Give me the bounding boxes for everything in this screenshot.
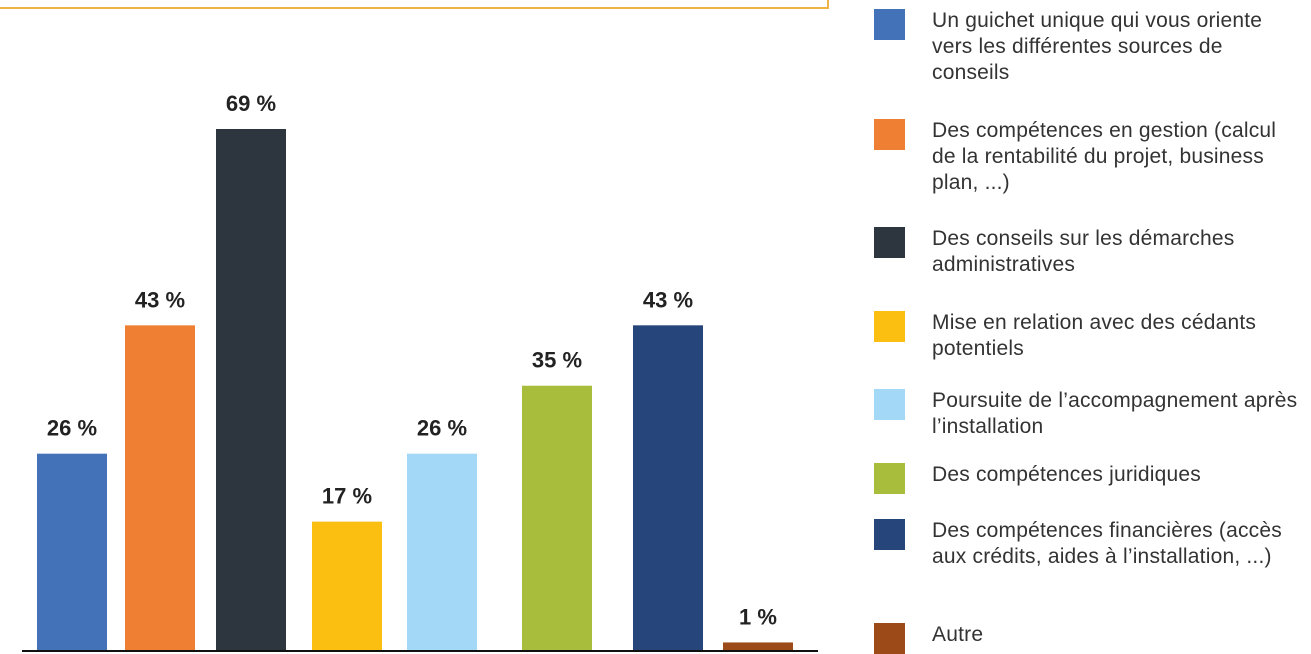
legend-item: Des compétences en gestion (calcul de la… [874, 118, 1311, 196]
bar [312, 521, 382, 650]
bar [407, 453, 477, 650]
legend-label: Des compétences financières (accès aux c… [932, 519, 1282, 568]
legend-swatch [874, 389, 905, 420]
bar [522, 385, 592, 650]
value-label: 43 % [135, 287, 185, 312]
value-label: 35 % [532, 348, 582, 373]
bar [633, 325, 703, 650]
legend-swatch [874, 9, 905, 40]
legend-item: Un guichet unique qui vous oriente vers … [874, 8, 1311, 86]
chart: 26 % 43 % 69 % 17 % 26 % 35 % 43 % 1 % [0, 0, 829, 652]
legend-label: Un guichet unique qui vous oriente vers … [932, 9, 1263, 84]
legend-swatch [874, 311, 905, 342]
legend-swatch [874, 519, 905, 550]
value-label: 1 % [739, 604, 777, 629]
frame [0, 0, 829, 9]
bar [216, 129, 286, 650]
bar [723, 642, 793, 650]
legend-label: Poursuite de l’accompagnement après l’in… [932, 389, 1298, 438]
bar [37, 453, 107, 650]
legend-swatch [874, 463, 905, 494]
value-label: 26 % [417, 416, 467, 441]
legend-label: Des compétences juridiques [932, 463, 1202, 486]
value-label: 69 % [226, 91, 276, 116]
legend-item: Des conseils sur les démarches administr… [874, 226, 1311, 278]
value-label: 17 % [322, 484, 372, 509]
value-label: 26 % [47, 416, 97, 441]
legend-item: Des compétences financières (accès aux c… [874, 518, 1311, 570]
legend-item: Poursuite de l’accompagnement après l’in… [874, 388, 1311, 440]
legend-swatch [874, 623, 905, 654]
legend-swatch [874, 119, 905, 150]
bar [125, 325, 195, 650]
legend-label: Des conseils sur les démarches administr… [932, 227, 1235, 276]
legend-item: Des compétences juridiques [874, 462, 1311, 494]
value-label: 43 % [643, 287, 693, 312]
legend-label: Des compétences en gestion (calcul de la… [932, 119, 1277, 194]
legend-label: Autre [932, 623, 984, 646]
legend-swatch [874, 227, 905, 258]
legend-item: Autre [874, 622, 1311, 654]
legend-label: Mise en relation avec des cédants potent… [932, 311, 1257, 360]
legend-item: Mise en relation avec des cédants potent… [874, 310, 1311, 362]
